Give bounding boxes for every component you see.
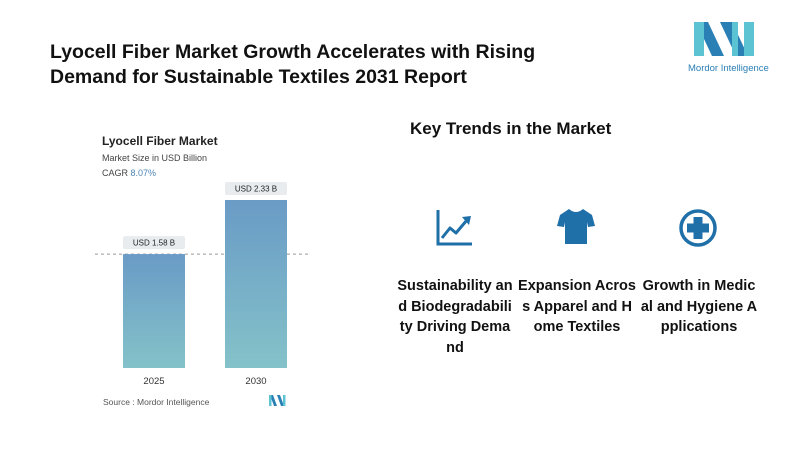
x-tick-2025: 2025 xyxy=(143,376,164,387)
cagr-label: CAGR xyxy=(102,168,129,178)
data-label-2030: USD 2.33 B xyxy=(235,185,277,194)
chart-subtitle: Market Size in USD Billion xyxy=(102,153,208,163)
page-title: Lyocell Fiber Market Growth Accelerates … xyxy=(50,41,536,88)
data-label-bg-2025 xyxy=(123,236,185,250)
trend-label-apparel: Expansion Across Apparel and Home Textil… xyxy=(518,278,636,335)
data-label-bg-2030 xyxy=(225,182,287,195)
tshirt-icon xyxy=(557,209,595,244)
trend-chart-icon xyxy=(436,210,472,246)
trend-label-medical: Growth in Medical and Hygiene Applicatio… xyxy=(640,278,758,335)
chart-source: Source : Mordor Intelligence xyxy=(103,397,210,407)
x-tick-2030: 2030 xyxy=(245,376,266,387)
chart-title: Lyocell Fiber Market xyxy=(102,134,218,148)
bar-chart: USD 1.58 B 2025 USD 2.33 B 2030 xyxy=(95,182,310,387)
mordor-intelligence-logo-icon xyxy=(694,22,754,56)
medical-cross-icon xyxy=(679,209,717,247)
chart-cagr: CAGR 8.07% xyxy=(102,168,218,178)
data-label-2025: USD 1.58 B xyxy=(133,239,175,248)
chart-header: Lyocell Fiber Market Market Size in USD … xyxy=(102,134,218,178)
logo-text: Mordor Intelligence xyxy=(688,63,769,74)
bar-2025 xyxy=(123,254,185,368)
cagr-value: 8.07% xyxy=(130,168,157,178)
trend-label-sustainability: Sustainability and Biodegradability Driv… xyxy=(397,278,513,356)
key-trends-title: Key Trends in the Market xyxy=(410,119,612,138)
bar-2030 xyxy=(225,200,287,368)
mini-logo-icon xyxy=(269,395,286,406)
